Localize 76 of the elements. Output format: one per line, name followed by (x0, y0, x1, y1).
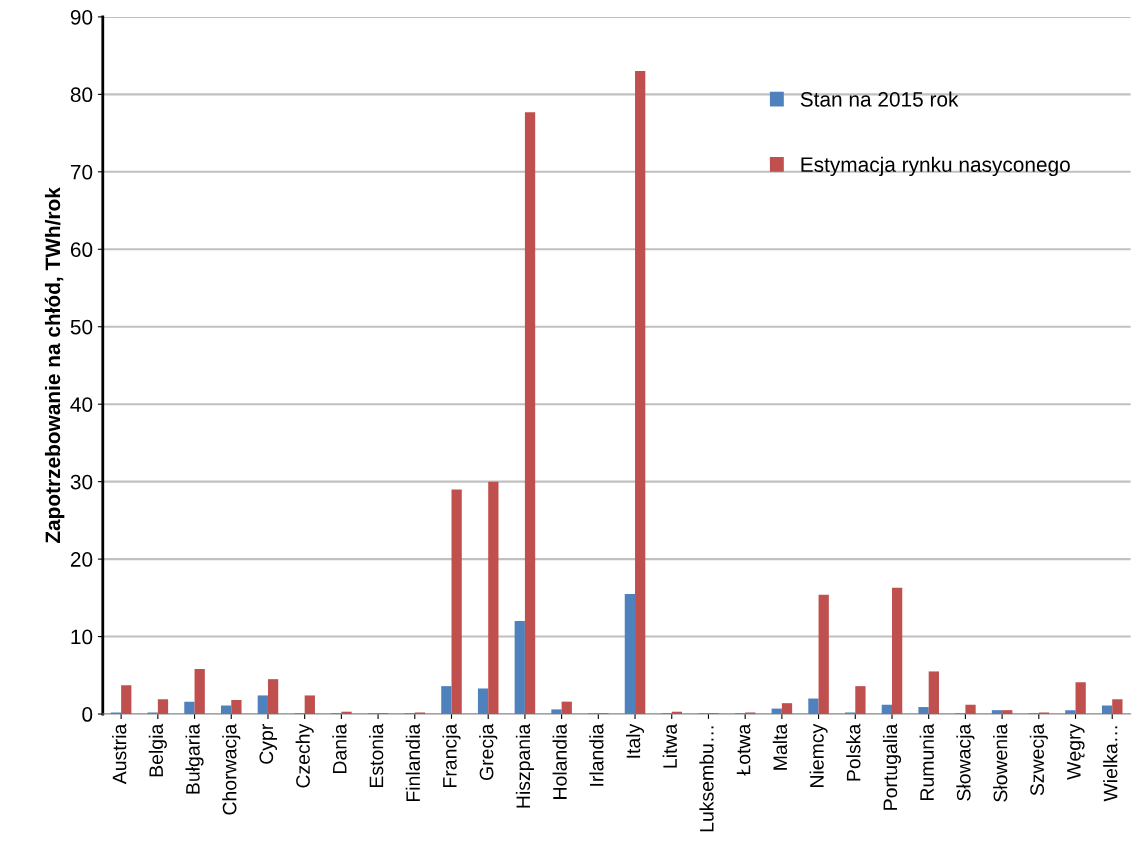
x-tick-label: Łotwa (736, 723, 751, 776)
bar (635, 71, 646, 715)
x-tick-label: Francja (442, 723, 461, 787)
bar (818, 594, 829, 715)
x-tick-label: Polska (846, 723, 861, 781)
bar (808, 698, 819, 715)
bar (1112, 699, 1123, 715)
bar (231, 700, 242, 715)
bar (855, 686, 866, 715)
bar (441, 686, 452, 715)
bar (304, 695, 315, 715)
y-tick-label: 50 (70, 319, 93, 335)
bar (451, 489, 462, 715)
bar (514, 621, 525, 715)
bar (121, 685, 132, 715)
x-tick-label: Słowacja (956, 723, 975, 801)
bar (157, 699, 169, 715)
bar (561, 701, 572, 715)
bar (965, 704, 976, 715)
y-tick-label: 10 (71, 629, 93, 645)
bar (551, 709, 562, 715)
x-tick-label: Luksembu… (699, 726, 714, 832)
bar (184, 701, 195, 715)
x-tick-label: Bułgaria (185, 723, 204, 794)
x-tick-label: Italy (625, 723, 645, 758)
bar (991, 710, 1003, 715)
x-tick-label: Irlandia (589, 723, 604, 786)
x-tick-label: Malta (772, 723, 788, 770)
x-tick-label: Chorwacja (222, 723, 241, 815)
x-tick-label: Dania (332, 723, 347, 773)
bar (220, 705, 232, 715)
bar (257, 695, 268, 715)
x-tick-label: Holandia (552, 723, 567, 799)
x-tick-label: Rumunia (919, 723, 934, 800)
x-tick-label: Austria (112, 723, 127, 785)
x-tick-label: Niemcy (809, 723, 828, 787)
y-tick-label: 30 (70, 474, 93, 490)
x-tick-label: Szwecja (1029, 723, 1048, 796)
x-tick-label: Estonia (369, 723, 384, 788)
x-tick-label: Czechy (295, 723, 314, 788)
y-tick-label: 40 (70, 397, 93, 412)
x-tick-label: Węgry (1067, 723, 1085, 780)
bar (477, 688, 489, 715)
bar (918, 707, 929, 715)
y-tick-label: 70 (70, 164, 93, 180)
bar (928, 671, 939, 715)
x-tick-label: Belgia (148, 723, 167, 777)
x-tick-label: Grecja (479, 723, 498, 781)
legend-label: Estymacja rynku nasyconego (801, 156, 1070, 177)
bar (1075, 682, 1086, 715)
bar (881, 704, 892, 715)
bar (267, 679, 279, 715)
x-tick-label: Cypr (259, 724, 278, 764)
y-tick-label: 60 (70, 242, 93, 258)
bar (341, 711, 352, 715)
y-tick-label: 80 (70, 87, 93, 103)
y-axis-title: Zapotrzebowanie na chłód, TWh/rok (44, 187, 65, 544)
x-tick-label: Wielka… (1103, 726, 1118, 802)
bar (781, 703, 793, 715)
bar (624, 593, 636, 715)
x-tick-label: Słowenia (993, 723, 1008, 802)
bar (1101, 705, 1113, 715)
bar (194, 669, 205, 715)
x-tick-label: Litwa (662, 723, 677, 768)
bar (891, 587, 903, 715)
y-tick-label: 90 (70, 9, 93, 25)
x-tick-label: Hiszpania (515, 723, 534, 808)
bar (524, 112, 536, 715)
x-tick-label: Portugalia (882, 723, 902, 810)
bar (1002, 710, 1013, 715)
x-tick-label: Finlandia (405, 723, 421, 802)
y-tick-label: 20 (70, 552, 93, 567)
legend-label: Stan na 2015 rok (800, 91, 959, 107)
bar (488, 481, 499, 715)
bar (1065, 710, 1076, 715)
y-tick-label: 0 (82, 707, 93, 722)
